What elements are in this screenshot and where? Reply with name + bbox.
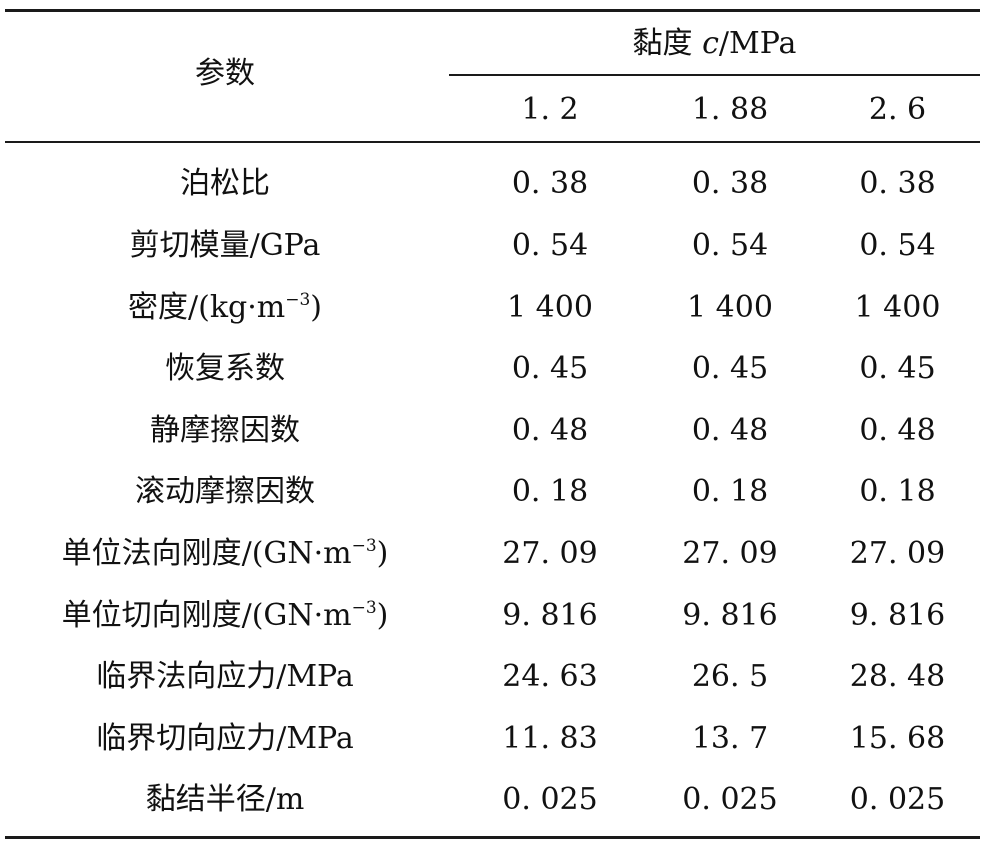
table-row-param: 密度/(kg·m−3): [5, 288, 445, 328]
table-cell-value: 11. 83: [502, 721, 598, 756]
table-cell-value: 27. 09: [849, 536, 946, 571]
param-label: 剪切模量/GPa: [129, 228, 321, 263]
table-row-param: 临界法向应力/MPa: [5, 657, 445, 697]
table-cell-value: 1 400: [507, 290, 593, 325]
param-label: 单位法向刚度/(GN·m: [61, 536, 352, 571]
param-label: 临界切向应力/MPa: [96, 721, 354, 756]
table-cell-value: 0. 18: [691, 474, 769, 509]
group-header-suffix: /MPa: [718, 26, 797, 61]
param-unit-close: ): [310, 290, 322, 325]
table-row-param: 单位法向刚度/(GN·m−3): [5, 534, 445, 574]
table-cell-value: 0. 025: [502, 782, 598, 817]
table-cell-value: 0. 38: [859, 166, 936, 201]
table-cell-value: 0. 18: [859, 474, 936, 509]
param-label: 单位切向刚度/(GN·m: [61, 598, 352, 633]
param-label: 恢复系数: [165, 351, 285, 386]
table-cell-value: 9. 816: [682, 598, 778, 633]
table-cell-value: 27. 09: [682, 536, 778, 571]
param-exponent: −3: [351, 598, 377, 618]
table-cell-value: 15. 68: [849, 721, 946, 756]
param-label: 密度/(kg·m: [128, 290, 286, 325]
table-cell-value: 0. 18: [511, 474, 589, 509]
param-unit-close: ): [376, 536, 389, 571]
column-header-2: 1. 88: [691, 92, 769, 127]
table-cell-value: 9. 816: [502, 598, 598, 633]
group-header-symbol: c: [702, 26, 719, 61]
table-cell-value: 0. 025: [682, 782, 778, 817]
header-bottom-rule: [5, 141, 980, 143]
table-cell-value: 0. 45: [511, 351, 589, 386]
param-label: 临界法向应力/MPa: [96, 659, 354, 694]
param-label: 滚动摩擦因数: [135, 474, 315, 509]
table-cell-value: 26. 5: [691, 659, 769, 694]
param-label: 黏结半径/m: [145, 782, 305, 817]
table-row-param: 单位切向刚度/(GN·m−3): [5, 596, 445, 636]
table-cell-value: 24. 63: [502, 659, 598, 694]
table-cell-value: 13. 7: [691, 721, 769, 756]
table-cell-value: 9. 816: [849, 598, 946, 633]
table-bottom-rule: [5, 836, 980, 839]
table-row-param: 静摩擦因数: [5, 411, 445, 451]
param-label: 静摩擦因数: [150, 413, 300, 448]
column-header-1: 1. 2: [521, 92, 579, 127]
group-header-prefix: 黏度: [632, 26, 703, 61]
column-header-3: 2. 6: [868, 92, 927, 127]
viscosity-group-header: 黏度 c/MPa: [449, 24, 980, 64]
table-cell-value: 0. 38: [691, 166, 769, 201]
param-column-header: 参数: [195, 56, 255, 91]
table-cell-value: 0. 48: [691, 413, 769, 448]
param-unit-close: ): [376, 598, 389, 633]
table-cell-value: 27. 09: [502, 536, 598, 571]
param-label: 泊松比: [180, 166, 270, 201]
table-cell-value: 0. 48: [511, 413, 589, 448]
table-row-param: 临界切向应力/MPa: [5, 719, 445, 759]
table-row-param: 黏结半径/m: [5, 780, 445, 820]
table-cell-value: 0. 54: [691, 228, 769, 263]
table-row-param: 泊松比: [5, 164, 445, 204]
table-cell-value: 1 400: [854, 290, 941, 325]
param-exponent: −3: [285, 290, 311, 310]
param-exponent: −3: [351, 536, 377, 556]
table-cell-value: 0. 38: [511, 166, 589, 201]
table-cell-value: 0. 45: [691, 351, 769, 386]
table-cell-value: 1 400: [687, 290, 773, 325]
table-cell-value: 0. 54: [859, 228, 936, 263]
table-cell-value: 0. 54: [511, 228, 589, 263]
table-cell-value: 28. 48: [849, 659, 946, 694]
group-header-rule: [449, 74, 980, 76]
table-cell-value: 0. 48: [859, 413, 936, 448]
table-row-param: 剪切模量/GPa: [5, 226, 445, 266]
table-top-rule: [5, 9, 980, 12]
table-cell-value: 0. 025: [849, 782, 946, 817]
table-cell-value: 0. 45: [859, 351, 936, 386]
table-row-param: 恢复系数: [5, 349, 445, 389]
table-row-param: 滚动摩擦因数: [5, 472, 445, 512]
